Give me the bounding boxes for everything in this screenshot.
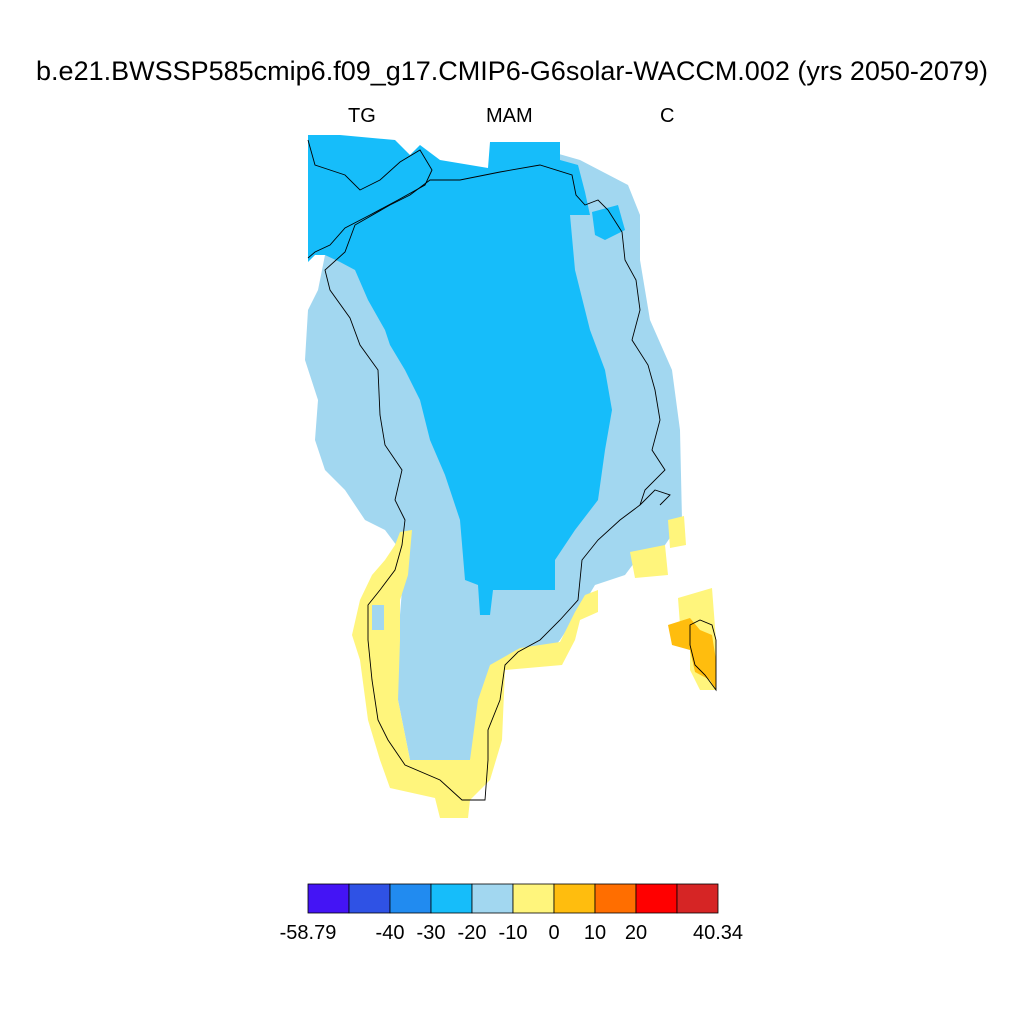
season-label: MAM <box>486 105 533 127</box>
plot-title: b.e21.BWSSP585cmip6.f09_g17.CMIP6-G6sola… <box>36 56 988 86</box>
coastline-greenland <box>324 164 666 801</box>
coastline-east-fjord <box>639 489 671 506</box>
units-label: C <box>660 105 675 127</box>
colorbar-tick-label: -20 <box>458 922 487 944</box>
colorbar-swatch <box>348 883 391 914</box>
colorbar-swatch <box>471 883 514 914</box>
colorbar-tick-label: -58.79 <box>280 922 337 944</box>
contour-fill-0-to-10-east <box>630 545 668 578</box>
colorbar-swatch <box>676 883 719 914</box>
colorbar-swatch <box>635 883 678 914</box>
colorbar-swatch <box>594 883 637 914</box>
coastline-iceland <box>689 619 717 692</box>
coastline-ellesmere <box>307 139 433 259</box>
colorbar-tick-label: -30 <box>417 922 446 944</box>
coastline <box>307 139 717 801</box>
colorbar-tick-label: -40 <box>376 922 405 944</box>
colorbar-swatch <box>512 883 555 914</box>
variable-label: TG <box>348 105 376 127</box>
colorbar-tick-label: 10 <box>584 922 606 944</box>
contour-fill-0-to-10-southwest <box>352 530 598 818</box>
colorbar-swatch <box>553 883 596 914</box>
contour-fill-0-to-10-hole <box>372 605 384 630</box>
contour-fill-0-to-10-edge <box>668 516 686 548</box>
field-yellow <box>352 516 716 818</box>
colorbar-tick-label: 0 <box>548 922 559 944</box>
colorbar-swatch <box>430 883 473 914</box>
contour-fill-minus20-island <box>592 205 625 240</box>
colorbar-swatch <box>389 883 432 914</box>
colorbar-swatch <box>307 883 350 914</box>
colorbar-tick-label: -10 <box>499 922 528 944</box>
field-dark-blue <box>308 135 625 615</box>
colorbar-tick-label: 40.34 <box>693 922 743 944</box>
colorbar-tick-label: 20 <box>625 922 647 944</box>
contour-fill-minus20-to-minus10 <box>308 135 612 615</box>
